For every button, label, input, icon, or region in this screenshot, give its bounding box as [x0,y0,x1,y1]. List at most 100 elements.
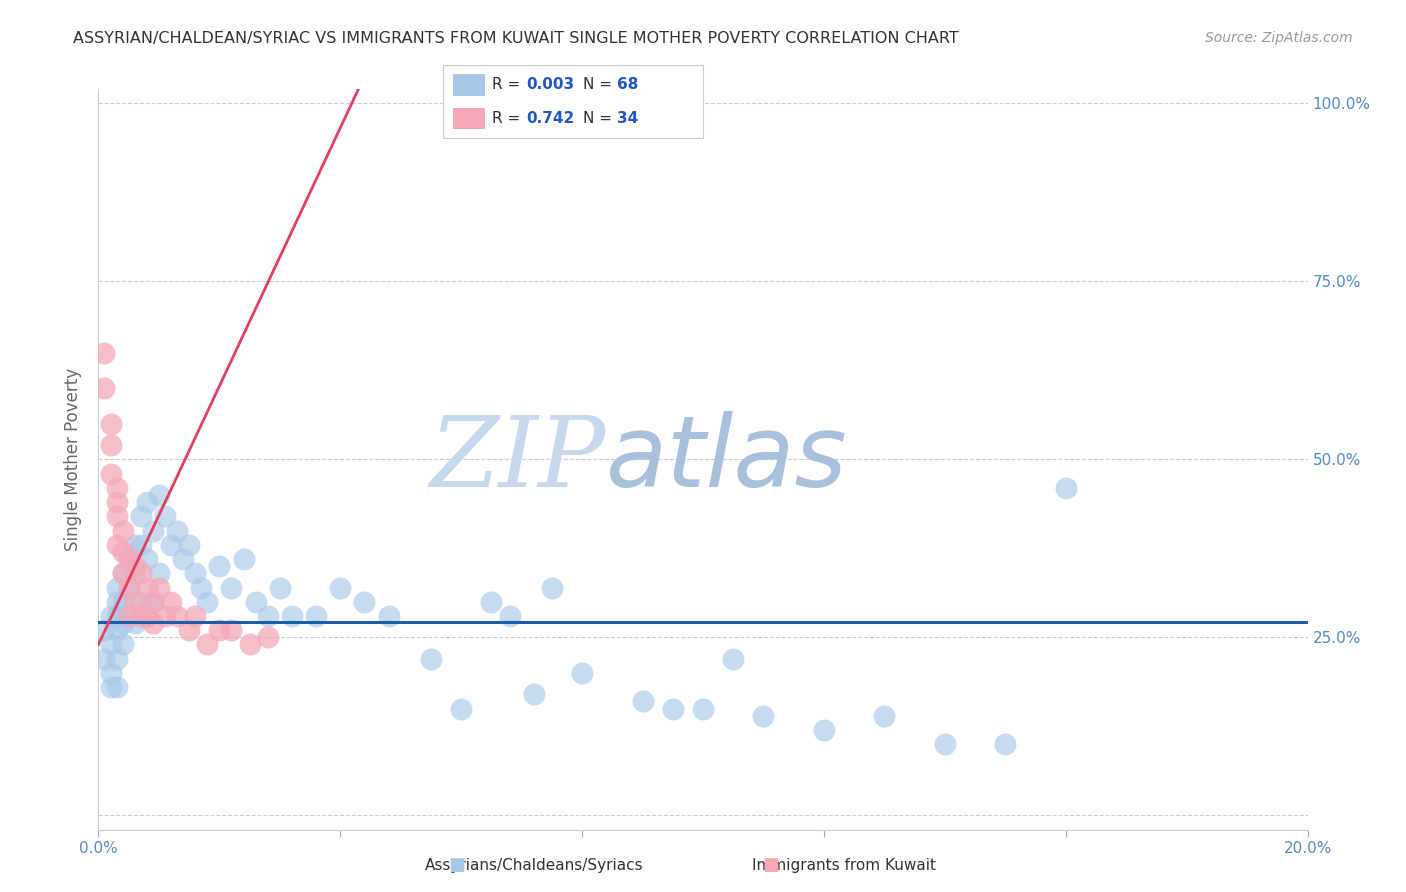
Point [873,708,896,723]
Point [111,616,134,631]
Text: N =: N = [583,78,617,93]
Point [105,624,128,638]
Text: 68: 68 [617,78,638,93]
Point [118,609,141,624]
Point [281,609,304,624]
Text: R =: R = [492,111,526,126]
Point [129,509,152,524]
Point [100,665,122,680]
Point [129,595,152,609]
Point [148,488,170,502]
Point [124,538,146,552]
Text: 34: 34 [617,111,638,126]
Point [190,581,212,595]
Point [221,581,243,595]
Text: N =: N = [583,111,617,126]
Point [111,524,134,538]
Point [105,481,128,495]
Point [184,609,207,624]
Point [93,651,115,665]
Point [420,651,443,665]
Point [269,581,291,595]
Point [813,723,835,737]
Point [179,624,201,638]
Point [153,609,176,624]
Point [256,609,278,624]
Point [93,345,115,359]
Point [105,509,128,524]
Point [100,417,122,431]
Point [100,438,122,452]
Point [172,552,194,566]
Point [93,381,115,395]
Text: ZIP: ZIP [430,412,606,507]
Point [118,552,141,566]
Point [129,609,152,624]
Point [305,609,328,624]
Point [256,631,278,645]
Point [129,538,152,552]
Point [124,559,146,574]
Point [135,581,157,595]
Point [118,552,141,566]
Point [105,495,128,509]
Bar [453,108,485,129]
Point [118,581,141,595]
Point [93,624,115,638]
Text: Immigrants from Kuwait: Immigrants from Kuwait [752,858,935,872]
Point [105,581,128,595]
Point [221,624,243,638]
Point [111,637,134,651]
Point [124,566,146,581]
Point [142,524,165,538]
Point [329,581,352,595]
Text: Assyrians/Chaldeans/Syriacs: Assyrians/Chaldeans/Syriacs [425,858,644,872]
Point [100,467,122,481]
Point [135,552,157,566]
Point [353,595,375,609]
Point [208,624,231,638]
Point [481,595,503,609]
Point [135,609,157,624]
Y-axis label: Single Mother Poverty: Single Mother Poverty [65,368,83,551]
Point [124,616,146,631]
Point [111,595,134,609]
Point [752,708,775,723]
Point [105,538,128,552]
Point [142,595,165,609]
Point [631,694,654,708]
Point [239,637,262,651]
Point [1054,481,1077,495]
Point [498,609,520,624]
Point [142,616,165,631]
Text: ■: ■ [449,856,465,874]
Point [661,701,683,715]
Point [118,581,141,595]
Point [135,609,157,624]
Text: ■: ■ [762,856,779,874]
Point [148,581,170,595]
Text: atlas: atlas [606,411,848,508]
Point [105,651,128,665]
Point [540,581,562,595]
Point [129,566,152,581]
Point [232,552,254,566]
Point [142,595,165,609]
Point [118,609,141,624]
Point [148,566,170,581]
Point [450,701,472,715]
Point [245,595,267,609]
Point [723,651,745,665]
Point [160,595,183,609]
Point [100,609,122,624]
Point [523,687,546,701]
Point [166,609,188,624]
Point [195,595,218,609]
Point [195,637,218,651]
Point [160,538,183,552]
Text: 0.003: 0.003 [526,78,574,93]
Point [105,609,128,624]
Bar [453,74,485,95]
Point [208,559,231,574]
Point [377,609,399,624]
